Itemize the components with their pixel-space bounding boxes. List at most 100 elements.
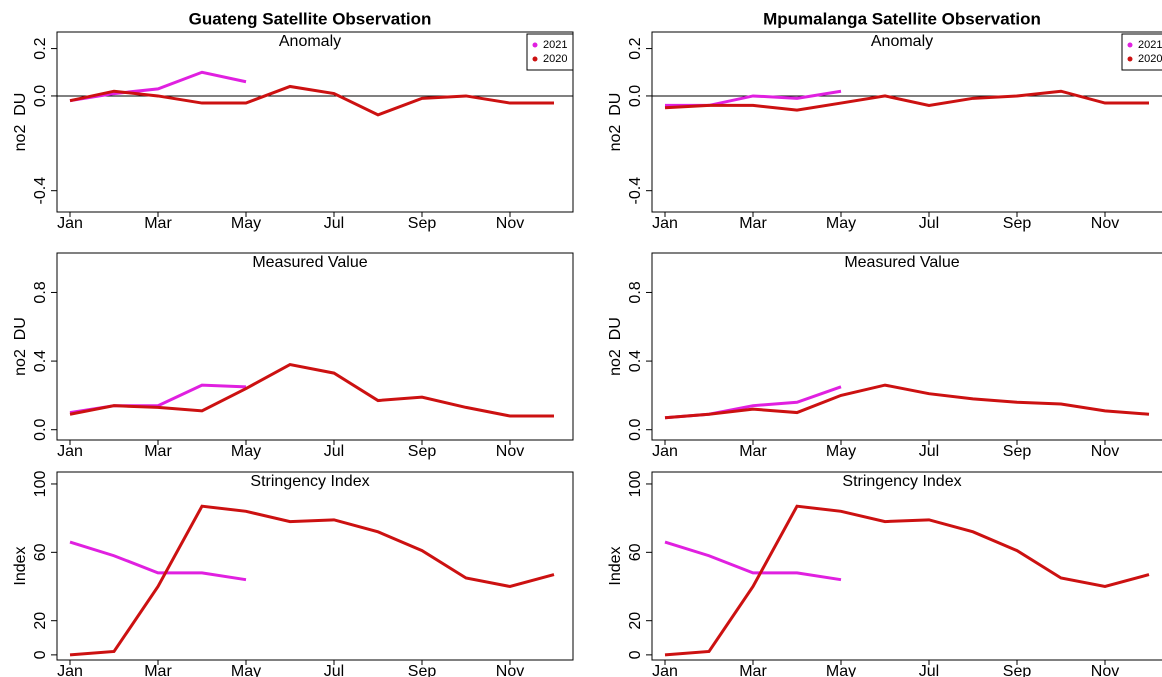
x-tick-label: Nov bbox=[1091, 215, 1119, 232]
x-tick-label: Mar bbox=[144, 663, 172, 677]
plot-frame bbox=[56, 471, 574, 661]
x-tick-label: Nov bbox=[1091, 663, 1119, 677]
plot-frame bbox=[56, 31, 574, 213]
data-line bbox=[664, 504, 1150, 657]
x-tick-label: Jul bbox=[324, 215, 344, 232]
x-tick-label: May bbox=[826, 215, 856, 232]
x-tick-label: May bbox=[231, 215, 261, 232]
y-axis-label: no2 DU bbox=[12, 317, 29, 376]
data-line bbox=[664, 385, 842, 420]
data-line bbox=[664, 89, 1149, 112]
y-tick-label: -0.4 bbox=[627, 177, 644, 205]
legend-marker bbox=[532, 56, 538, 62]
y-tick-label: 20 bbox=[32, 612, 49, 630]
y-axis-label: no2 DU bbox=[607, 93, 624, 152]
y-tick-label: 0.0 bbox=[627, 85, 644, 107]
plot-frame bbox=[651, 31, 1162, 213]
x-tick-label: May bbox=[231, 443, 261, 460]
plot-frame bbox=[56, 252, 574, 441]
x-tick-label: Nov bbox=[1091, 443, 1119, 460]
panel: 0 20 60 100 Index Jan Mar May Jul Sep Nov Stringenc… bbox=[607, 471, 1162, 677]
x-tick-label: Sep bbox=[1003, 443, 1032, 460]
y-tick-label: 0 bbox=[32, 650, 49, 659]
x-tick-label: Sep bbox=[1003, 215, 1032, 232]
y-tick-label: 60 bbox=[627, 543, 644, 561]
legend-label: 2020 bbox=[543, 53, 567, 65]
x-tick-label: Sep bbox=[408, 443, 437, 460]
y-tick-label: 0 bbox=[627, 650, 644, 659]
y-tick-label: 0.8 bbox=[627, 281, 644, 303]
data-line bbox=[664, 383, 1150, 420]
x-tick-label: Jan bbox=[652, 663, 678, 677]
x-tick-label: Nov bbox=[496, 215, 524, 232]
panel-subtitle: Measured Value bbox=[844, 254, 959, 271]
data-line bbox=[665, 89, 842, 107]
data-line bbox=[69, 70, 247, 103]
y-tick-label: 60 bbox=[32, 543, 49, 561]
x-tick-label: Jan bbox=[57, 663, 83, 677]
legend-box bbox=[1121, 33, 1162, 71]
legend-marker bbox=[532, 42, 538, 48]
data-line bbox=[69, 362, 554, 418]
y-tick-label: 0.0 bbox=[32, 85, 49, 107]
plot-frame bbox=[651, 252, 1162, 441]
panel-subtitle: Measured Value bbox=[252, 254, 367, 271]
x-tick-label: Sep bbox=[408, 663, 437, 677]
y-tick-label: 0.4 bbox=[627, 350, 644, 372]
x-tick-label: Jul bbox=[324, 663, 344, 677]
y-tick-label: 20 bbox=[627, 612, 644, 630]
x-tick-label: Jul bbox=[919, 215, 939, 232]
y-axis-label: no2 DU bbox=[607, 317, 624, 376]
x-tick-label: Nov bbox=[496, 443, 524, 460]
legend-label: 2020 bbox=[1138, 53, 1162, 65]
x-tick-label: Jan bbox=[57, 215, 83, 232]
x-tick-label: May bbox=[826, 443, 856, 460]
legend-box bbox=[526, 33, 574, 71]
y-tick-label: -0.4 bbox=[32, 177, 49, 205]
legend-label: 2021 bbox=[1138, 39, 1162, 51]
legend-marker bbox=[1127, 42, 1133, 48]
y-tick-label: 0.2 bbox=[627, 37, 644, 59]
x-tick-label: Jan bbox=[57, 443, 83, 460]
x-tick-label: May bbox=[826, 663, 856, 677]
x-tick-label: Mar bbox=[144, 443, 172, 460]
x-tick-label: Jul bbox=[324, 443, 344, 460]
chart-title: Mpumalanga Satellite Observation bbox=[763, 9, 1041, 28]
x-tick-label: Mar bbox=[739, 443, 767, 460]
x-tick-label: Mar bbox=[144, 215, 172, 232]
data-line bbox=[664, 540, 842, 582]
legend: 2021 2020 bbox=[526, 33, 574, 71]
y-tick-label: 100 bbox=[627, 471, 644, 498]
x-tick-label: Sep bbox=[1003, 663, 1032, 677]
x-tick-label: Jul bbox=[919, 443, 939, 460]
y-tick-label: 0.0 bbox=[627, 418, 644, 440]
x-tick-label: Nov bbox=[496, 663, 524, 677]
x-tick-label: Jan bbox=[652, 443, 678, 460]
y-axis-label: Index bbox=[12, 546, 29, 585]
x-tick-label: Jul bbox=[919, 663, 939, 677]
x-tick-label: Mar bbox=[739, 663, 767, 677]
x-tick-label: Mar bbox=[739, 215, 767, 232]
y-tick-label: 0.2 bbox=[32, 37, 49, 59]
panel-subtitle: Anomaly bbox=[279, 33, 341, 50]
y-tick-label: 100 bbox=[32, 471, 49, 498]
panel: -0.4 0.0 0.2 no2 DU Jan Mar May Jul Sep Nov Guaten… bbox=[12, 9, 574, 232]
plot-frame bbox=[651, 471, 1162, 661]
panel-subtitle: Stringency Index bbox=[842, 473, 961, 490]
legend: 2021 2020 bbox=[1121, 33, 1162, 71]
legend-label: 2021 bbox=[543, 39, 567, 51]
y-tick-label: 0.0 bbox=[32, 418, 49, 440]
x-tick-label: Sep bbox=[408, 215, 437, 232]
data-line bbox=[69, 504, 555, 657]
y-axis-label: Index bbox=[607, 546, 624, 585]
data-line bbox=[69, 540, 247, 582]
panel-subtitle: Anomaly bbox=[871, 33, 933, 50]
panel: -0.4 0.0 0.2 no2 DU Jan Mar May Jul Sep Nov Mpumal… bbox=[607, 9, 1162, 232]
panel-subtitle: Stringency Index bbox=[250, 473, 369, 490]
y-tick-label: 0.8 bbox=[32, 281, 49, 303]
legend-marker bbox=[1127, 56, 1133, 62]
chart-title: Guateng Satellite Observation bbox=[189, 9, 432, 28]
